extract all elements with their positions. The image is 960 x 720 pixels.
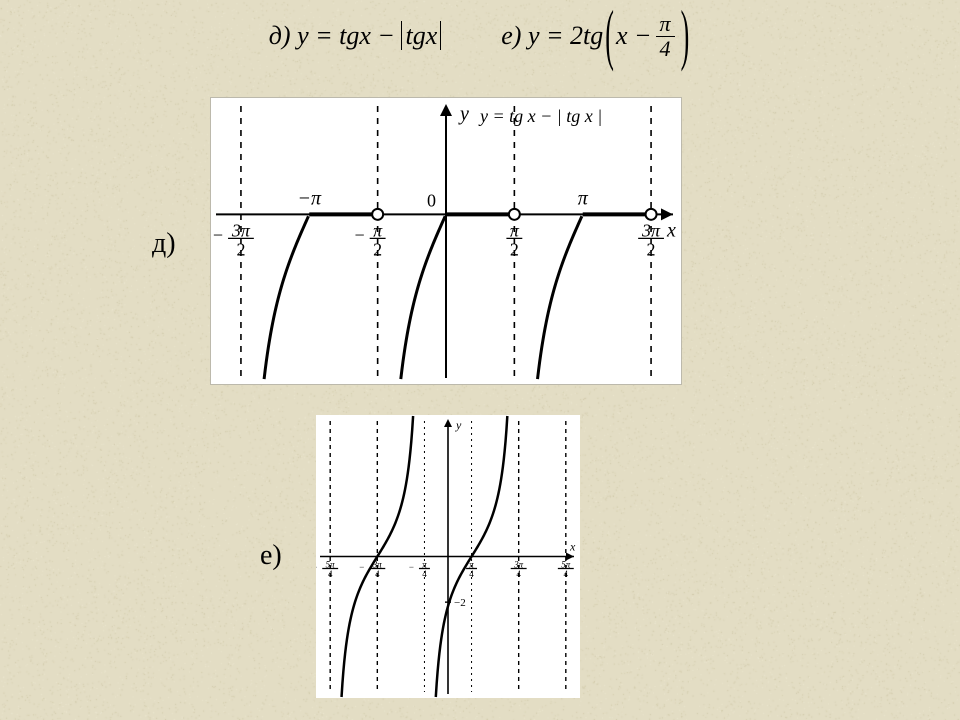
svg-text:−π: −π (298, 187, 322, 209)
formula-e-frac: π 4 (656, 13, 675, 60)
formula-d-prefix: д) (269, 21, 291, 50)
svg-text:x: x (666, 219, 676, 241)
svg-text:x: x (569, 540, 576, 554)
svg-text:−: − (355, 225, 365, 245)
svg-text:4: 4 (328, 569, 333, 579)
page-content: д) y = tgx − tgx е) y = 2tg ( x − π 4 ) … (0, 0, 960, 720)
svg-text:−: − (359, 562, 364, 572)
svg-text:0: 0 (427, 190, 436, 210)
svg-text:−2: −2 (454, 597, 466, 609)
svg-text:2: 2 (510, 239, 519, 259)
svg-text:y = tg x − | tg x |: y = tg x − | tg x | (478, 106, 602, 126)
svg-text:π: π (578, 187, 589, 209)
svg-text:2: 2 (373, 239, 382, 259)
formula-e-expr: y = 2tg (528, 21, 603, 51)
svg-text:π: π (510, 221, 520, 241)
label-d: д) (152, 228, 176, 260)
formula-d-expr: y = tgx − (297, 21, 395, 50)
svg-text:−: − (213, 225, 223, 245)
svg-text:4: 4 (564, 569, 569, 579)
svg-text:y: y (458, 103, 469, 125)
svg-text:4: 4 (422, 569, 427, 579)
label-e: е) (260, 540, 282, 572)
svg-text:y: y (455, 418, 462, 432)
svg-text:2: 2 (647, 239, 656, 259)
svg-text:4: 4 (469, 569, 474, 579)
svg-text:π: π (373, 221, 383, 241)
formula-e-inside: x − (616, 21, 652, 51)
svg-text:4: 4 (375, 569, 380, 579)
chart-e: yx−2−5π4−3π4−π4π43π45π4 (316, 415, 580, 698)
formula-e-prefix: е) (501, 21, 521, 51)
formula-d-abs: tgx (401, 21, 441, 50)
svg-text:4: 4 (516, 569, 521, 579)
svg-text:−: − (316, 562, 317, 572)
chart-d: 0yxy = tg x − | tg x |−3π2−π−π2π2π3π2 (210, 97, 682, 385)
svg-text:2: 2 (236, 239, 245, 259)
formula-d: д) y = tgx − tgx (269, 21, 441, 51)
formula-row: д) y = tgx − tgx е) y = 2tg ( x − π 4 ) (0, 0, 960, 72)
svg-text:−: − (409, 562, 414, 572)
svg-text:3π: 3π (231, 221, 251, 241)
formula-e: е) y = 2tg ( x − π 4 ) (501, 13, 691, 60)
svg-text:3π: 3π (641, 221, 661, 241)
